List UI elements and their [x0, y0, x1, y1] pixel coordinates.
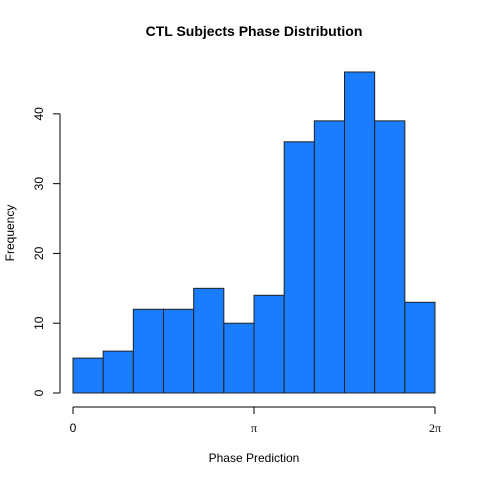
y-tick-label: 20 — [32, 246, 46, 260]
histogram-bar-1 — [72, 357, 104, 394]
y-tick-label: 0 — [32, 389, 46, 396]
y-axis: 0 10 20 30 40 — [32, 107, 61, 396]
histogram-bar-3 — [132, 308, 164, 394]
histogram-bar-10 — [344, 71, 376, 394]
x-tick-label: π — [251, 421, 257, 435]
bars-group — [72, 71, 436, 394]
y-tick-label: 40 — [32, 107, 46, 121]
x-tick-label: 0 — [70, 421, 77, 435]
histogram-bar-6 — [223, 322, 255, 394]
histogram-bar-8 — [283, 141, 315, 394]
y-tick-label: 30 — [32, 177, 46, 191]
histogram-bar-11 — [374, 120, 406, 394]
histogram-bar-4 — [163, 308, 195, 394]
histogram-bar-2 — [102, 350, 134, 394]
histogram-bar-5 — [193, 287, 225, 394]
histogram-bar-12 — [404, 301, 436, 394]
x-axis-label: Phase Prediction — [209, 451, 300, 465]
x-tick-label: 2π — [429, 421, 441, 435]
y-tick-label: 10 — [32, 316, 46, 330]
y-axis-label: Frequency — [3, 205, 17, 262]
histogram-bar-7 — [253, 294, 285, 394]
histogram-bar-9 — [313, 120, 346, 394]
chart-title: CTL Subjects Phase Distribution — [146, 23, 363, 39]
x-axis: 0 π 2π — [70, 406, 441, 435]
